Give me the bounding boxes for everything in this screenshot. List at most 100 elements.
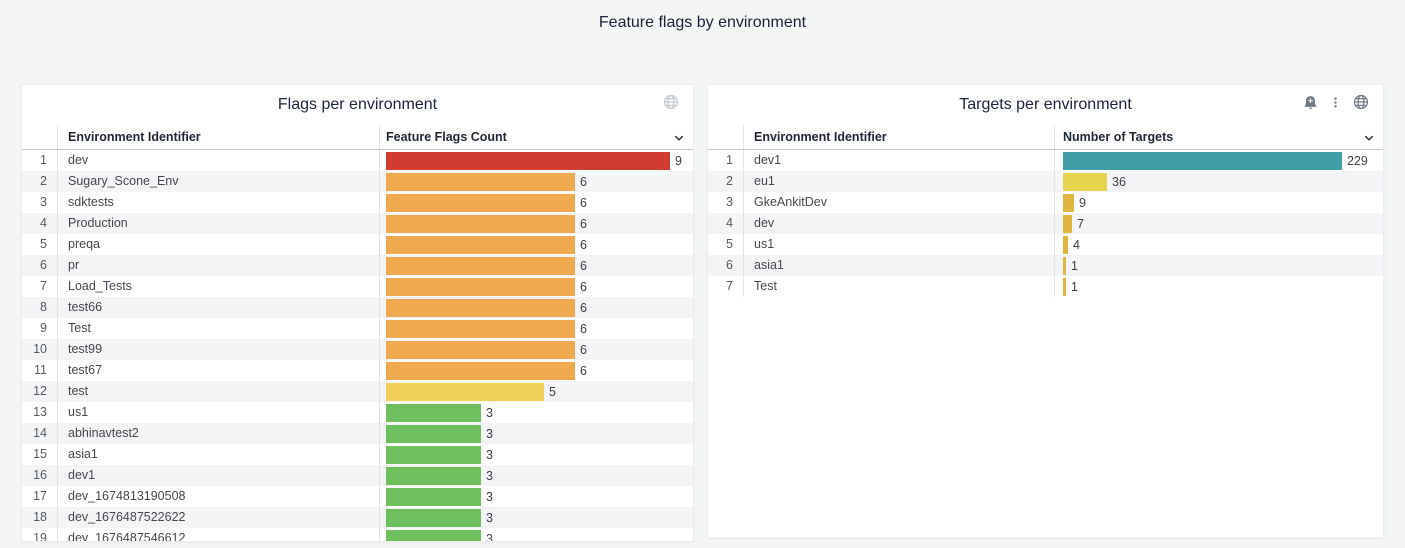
- table-body: 1 dev 9 2 Sugary_Scone_Env 6 3 sdktests 6 4 Produc…: [22, 150, 693, 541]
- row-index: 7: [708, 276, 744, 297]
- gauge-cell: 9: [1054, 192, 1383, 213]
- gauge-value: 9: [675, 153, 682, 168]
- table-row: 7 Test 1: [708, 276, 1383, 297]
- panel-targets-per-environment: Targets per environment: [707, 84, 1384, 538]
- table-row: 1 dev 9: [22, 150, 693, 171]
- gauge-value: 6: [580, 195, 587, 210]
- environment-name-cell: abhinavtest2: [68, 426, 139, 440]
- column-header-number-of-targets[interactable]: Number of Targets: [1054, 125, 1383, 149]
- globe-icon[interactable]: [1353, 94, 1369, 110]
- table-row: 3 sdktests 6: [22, 192, 693, 213]
- table-row: 6 pr 6: [22, 255, 693, 276]
- gauge-value: 6: [580, 258, 587, 273]
- gauge-value: 6: [580, 300, 587, 315]
- bell-plus-icon[interactable]: [1303, 95, 1318, 110]
- row-index: 11: [22, 360, 58, 381]
- gauge-cell: 3: [379, 423, 693, 444]
- gauge-value: 6: [580, 321, 587, 336]
- gauge-cell: 3: [379, 402, 693, 423]
- row-index-column-header: [708, 125, 744, 149]
- table-row: 11 test67 6: [22, 360, 693, 381]
- table-row: 18 dev_1676487522622 3: [22, 507, 693, 528]
- panel-header: Flags per environment: [22, 85, 693, 125]
- table-row: 5 us1 4: [708, 234, 1383, 255]
- row-index: 10: [22, 339, 58, 360]
- table-row: 2 Sugary_Scone_Env 6: [22, 171, 693, 192]
- gauge-value: 6: [580, 174, 587, 189]
- gauge-cell: 3: [379, 507, 693, 528]
- environment-name-cell: dev: [68, 153, 89, 167]
- gauge-cell: 1: [1054, 255, 1383, 276]
- panel-title[interactable]: Flags per environment: [277, 96, 438, 113]
- kebab-menu-icon[interactable]: [1329, 96, 1342, 109]
- row-index: 19: [22, 528, 58, 541]
- gauge-bar: [386, 487, 481, 506]
- table-row: 19 dev_1676487546612 3: [22, 528, 693, 541]
- gauge-value: 3: [486, 489, 493, 504]
- panel-flags-per-environment: Flags per environment Environment Identi…: [21, 84, 694, 542]
- table-row: 4 dev 7: [708, 213, 1383, 234]
- row-index: 3: [708, 192, 744, 213]
- table-row: 4 Production 6: [22, 213, 693, 234]
- gauge-cell: 6: [379, 255, 693, 276]
- row-index: 16: [22, 465, 58, 486]
- gauge-value: 6: [580, 342, 587, 357]
- gauge-bar: [1063, 193, 1074, 212]
- environment-name-cell: asia1: [754, 258, 784, 272]
- gauge-bar: [386, 256, 575, 275]
- panel-title[interactable]: Targets per environment: [959, 96, 1132, 113]
- panel-header-icons: [663, 94, 679, 110]
- column-header-feature-flags-count[interactable]: Feature Flags Count: [379, 125, 693, 149]
- table-row: 13 us1 3: [22, 402, 693, 423]
- gauge-bar: [386, 235, 575, 254]
- row-index: 2: [708, 171, 744, 192]
- environment-name-cell: asia1: [68, 447, 98, 461]
- environment-name-cell: dev_1676487522622: [68, 510, 186, 524]
- gauge-cell: 7: [1054, 213, 1383, 234]
- row-index: 1: [708, 150, 744, 171]
- row-index-column-header: [22, 125, 58, 149]
- environment-name-cell: us1: [68, 405, 89, 419]
- gauge-cell: 1: [1054, 276, 1383, 297]
- row-index: 4: [708, 213, 744, 234]
- globe-icon[interactable]: [663, 94, 679, 110]
- chevron-down-icon[interactable]: [1363, 132, 1375, 144]
- gauge-value: 6: [580, 237, 587, 252]
- environment-name-cell: sdktests: [68, 195, 114, 209]
- environment-name-cell: Load_Tests: [68, 279, 132, 293]
- table-row: 3 GkeAnkitDev 9: [708, 192, 1383, 213]
- gauge-value: 1: [1071, 258, 1078, 273]
- table-row: 16 dev1 3: [22, 465, 693, 486]
- gauge-cell: 6: [379, 171, 693, 192]
- gauge-cell: 6: [379, 276, 693, 297]
- gauge-cell: 229: [1054, 150, 1383, 171]
- panel-header: Targets per environment: [708, 85, 1383, 125]
- gauge-cell: 6: [379, 339, 693, 360]
- environment-name-cell: Sugary_Scone_Env: [68, 174, 179, 188]
- gauge-cell: 36: [1054, 171, 1383, 192]
- column-header-environment-identifier[interactable]: Environment Identifier: [68, 130, 201, 144]
- table-row: 9 Test 6: [22, 318, 693, 339]
- row-index: 6: [708, 255, 744, 276]
- table-row: 12 test 5: [22, 381, 693, 402]
- row-index: 5: [22, 234, 58, 255]
- gauge-bar: [386, 508, 481, 527]
- gauge-cell: 3: [379, 444, 693, 465]
- row-index: 9: [22, 318, 58, 339]
- gauge-cell: 6: [379, 360, 693, 381]
- environment-name-cell: test99: [68, 342, 103, 356]
- gauge-cell: 9: [379, 150, 693, 171]
- table-row: 2 eu1 36: [708, 171, 1383, 192]
- gauge-value: 6: [580, 363, 587, 378]
- gauge-bar: [386, 319, 575, 338]
- table-row: 15 asia1 3: [22, 444, 693, 465]
- row-index: 14: [22, 423, 58, 444]
- gauge-value: 1: [1071, 279, 1078, 294]
- row-index: 15: [22, 444, 58, 465]
- chevron-down-icon[interactable]: [673, 132, 685, 144]
- column-header-environment-identifier[interactable]: Environment Identifier: [754, 130, 887, 144]
- gauge-bar: [386, 445, 481, 464]
- gauge-bar: [386, 193, 575, 212]
- gauge-bar: [386, 298, 575, 317]
- gauge-bar: [1063, 151, 1342, 170]
